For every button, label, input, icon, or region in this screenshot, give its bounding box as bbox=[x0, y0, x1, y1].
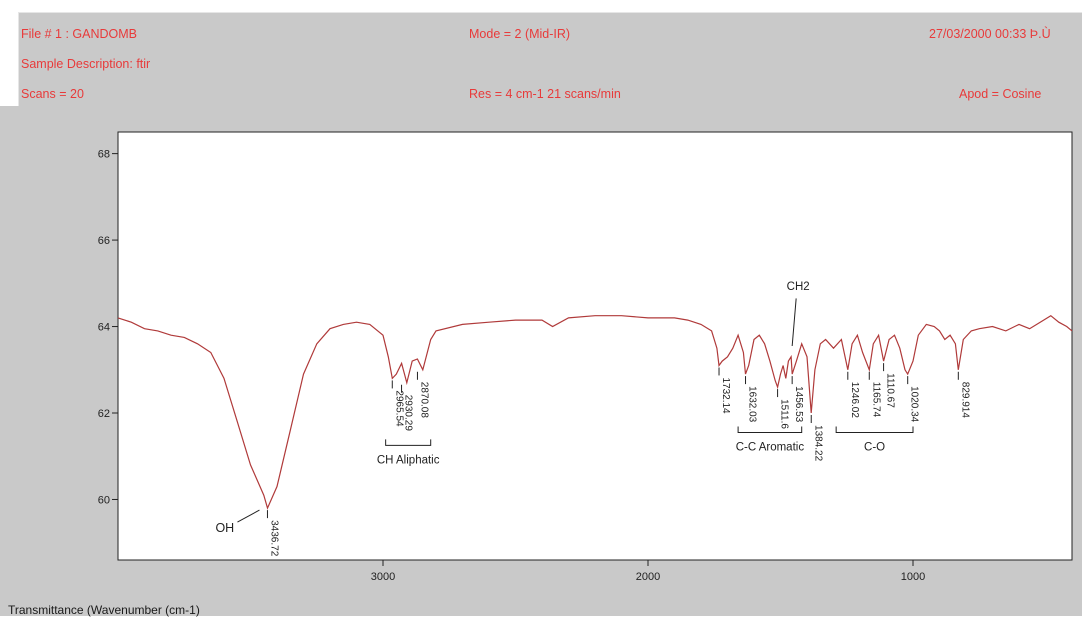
group-bracket bbox=[737, 426, 803, 433]
peak-label: 1384.22 bbox=[812, 425, 823, 462]
axes: 60 62 64 66 68 3000 2000 1000 bbox=[98, 149, 925, 583]
top-strip bbox=[0, 0, 1082, 12]
peak-label: 1632.03 bbox=[747, 386, 758, 423]
y-tick-label: 66 bbox=[98, 235, 110, 247]
group-label: C-C Aromatic bbox=[736, 441, 805, 453]
apodization-label: Apod = Cosine bbox=[959, 87, 1042, 101]
y-tick-label: 68 bbox=[98, 149, 110, 161]
y-tick-label: 60 bbox=[98, 494, 110, 506]
sample-description-label: Sample Description: ftir bbox=[21, 57, 151, 71]
y-tick-label: 62 bbox=[98, 408, 110, 420]
peak-label: 1165.74 bbox=[870, 382, 881, 418]
ch2-pointer bbox=[791, 298, 797, 347]
scans-label: Scans = 20 bbox=[21, 87, 84, 101]
peak-label: 2870.08 bbox=[418, 382, 429, 419]
peak-label: 1511.6 bbox=[779, 399, 790, 429]
peak-label: 3436.72 bbox=[268, 520, 279, 557]
x-tick-label: 2000 bbox=[636, 571, 660, 583]
group-label: CH Aliphatic bbox=[377, 454, 440, 466]
peak-label: 1246.02 bbox=[849, 382, 860, 419]
ftir-spectrum-chart: 60 62 64 66 68 3000 2000 1000 OH CH Aliphatic C-C… bbox=[98, 131, 1073, 583]
peak-label: 1732.14 bbox=[720, 377, 731, 414]
group-bracket bbox=[385, 439, 432, 446]
x-axis-label: Transmittance (Wavenumber (cm-1) bbox=[8, 603, 200, 617]
x-tick-label: 1000 bbox=[901, 571, 925, 583]
spectrum-header-panel: File # 1 : GANDOMB Mode = 2 (Mid-IR) 27/… bbox=[18, 12, 1082, 106]
peak-label: 1110.67 bbox=[885, 373, 896, 408]
peak-label: 2965.54 bbox=[393, 390, 404, 427]
resolution-label: Res = 4 cm-1 21 scans/min bbox=[469, 87, 621, 101]
mode-label: Mode = 2 (Mid-IR) bbox=[469, 27, 571, 41]
group-bracket bbox=[835, 426, 914, 433]
ch2-annotation: CH2 bbox=[787, 281, 810, 293]
plot-background bbox=[117, 131, 1073, 561]
y-tick-label: 64 bbox=[98, 322, 110, 334]
annotations: OH CH Aliphatic C-C Aromatic CH2 C-O bbox=[215, 281, 914, 535]
group-label: C-O bbox=[864, 441, 885, 453]
oh-pointer bbox=[237, 509, 260, 523]
file-name-label: File # 1 : GANDOMB bbox=[21, 27, 137, 41]
x-tick-label: 3000 bbox=[371, 571, 395, 583]
chart-area: 60 62 64 66 68 3000 2000 1000 OH CH Aliphatic C-C… bbox=[0, 106, 1082, 616]
oh-annotation: OH bbox=[215, 521, 234, 535]
peak-label: 1020.34 bbox=[909, 386, 920, 423]
peak-label: 1456.53 bbox=[793, 386, 804, 423]
peak-label: 829.914 bbox=[959, 382, 970, 419]
spectrum-series-line bbox=[117, 314, 1073, 510]
datetime-label: 27/03/2000 00:33 Þ.Ù bbox=[929, 27, 1051, 41]
peak-label: 2930.29 bbox=[403, 395, 414, 432]
